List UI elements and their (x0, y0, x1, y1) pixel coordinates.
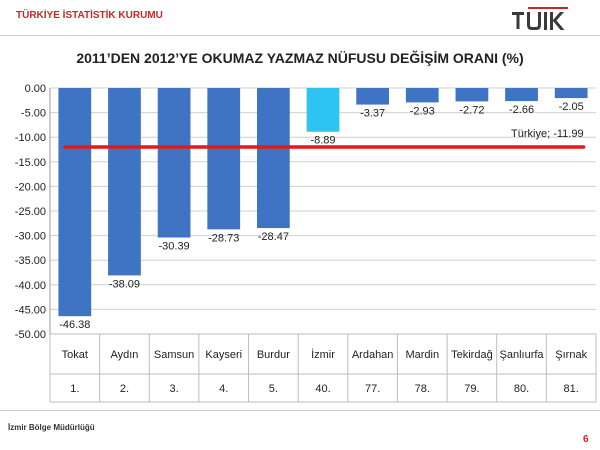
page-number: 6 (583, 434, 589, 445)
y-tick-label: -25.00 (15, 206, 46, 218)
bar-Ardahan (356, 88, 390, 105)
org-name: TÜRKİYE İSTATİSTİK KURUMU (16, 10, 163, 21)
bar-Mardin (405, 88, 439, 103)
rank-label: 4. (219, 383, 228, 395)
category-label: Ardahan (352, 349, 394, 361)
bar-Şanlıurfa (505, 88, 538, 102)
y-tick-label: -35.00 (15, 255, 46, 267)
category-label: Samsun (154, 349, 194, 361)
reference-label: Türkiye; -11.99 (511, 128, 584, 140)
footer-office: İzmir Bölge Müdürlüğü (8, 423, 95, 432)
bar-Tokat (58, 88, 92, 317)
y-tick-label: -40.00 (15, 280, 46, 292)
value-label: -28.47 (258, 231, 289, 243)
bar-Kayseri (207, 88, 241, 230)
rank-label: 1. (70, 383, 79, 395)
y-tick-label: -50.00 (15, 329, 46, 341)
bar-chart: 0.00 -5.00 -10.00 -15.00 -20.00 -25.00 -30.00 -… (15, 83, 597, 403)
value-label: -2.72 (459, 104, 484, 116)
header-divider (0, 35, 600, 36)
y-tick-label: -45.00 (15, 304, 46, 316)
bar-Şırnak (554, 88, 588, 99)
value-label: -30.39 (158, 241, 189, 253)
category-label: Tokat (62, 349, 88, 361)
y-tick-label: -30.00 (15, 231, 46, 243)
value-label: -2.93 (410, 105, 435, 117)
category-label: İzmir (311, 348, 335, 361)
bar-Tekirdağ (455, 88, 489, 102)
category-label: Kayseri (205, 349, 242, 361)
category-label: Tekirdağ (451, 349, 493, 361)
category-label: Aydın (110, 349, 138, 361)
category-label: Şanlıurfa (500, 349, 545, 361)
rank-label: 81. (564, 383, 579, 395)
value-label: -28.73 (208, 232, 239, 244)
category-label: Mardin (405, 349, 439, 361)
rank-label: 79. (464, 383, 479, 395)
rank-label: 77. (365, 383, 380, 395)
rank-label: 78. (415, 383, 430, 395)
bar-Burdur (256, 88, 290, 229)
rank-label: 80. (514, 383, 529, 395)
value-label: -46.38 (59, 319, 90, 331)
y-tick-label: -5.00 (21, 108, 46, 120)
bar-Samsun (157, 88, 191, 238)
y-tick-label: -10.00 (15, 132, 46, 144)
bar-İzmir (306, 88, 340, 132)
value-label: -8.89 (310, 135, 335, 147)
rank-label: 3. (169, 383, 178, 395)
y-tick-label: 0.00 (25, 83, 46, 95)
bar-Aydın (108, 88, 141, 276)
rank-label: 5. (269, 383, 278, 395)
category-label: Burdur (257, 349, 290, 361)
rank-label: 40. (315, 383, 330, 395)
tuik-logo-icon (510, 6, 572, 37)
value-label: -38.09 (109, 278, 140, 290)
value-label: -2.05 (559, 101, 584, 113)
value-label: -2.66 (509, 104, 534, 116)
rank-label: 2. (120, 383, 129, 395)
category-label: Şırnak (555, 349, 587, 361)
footer-divider (0, 410, 600, 411)
y-tick-label: -15.00 (15, 157, 46, 169)
y-tick-label: -20.00 (15, 181, 46, 193)
value-label: -3.37 (360, 108, 385, 120)
chart-title: 2011’DEN 2012’YE OKUMAZ YAZMAZ NÜFUSU DE… (76, 50, 524, 66)
